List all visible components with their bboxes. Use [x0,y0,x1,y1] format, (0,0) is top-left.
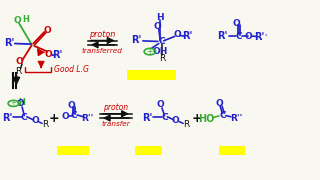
Text: C: C [219,111,226,120]
Text: +: + [192,112,202,125]
Text: H: H [156,13,164,22]
Text: transfer: transfer [101,122,130,127]
Bar [219,146,244,155]
Text: R'': R'' [230,114,242,123]
Text: C: C [236,32,243,41]
Text: O: O [43,26,51,35]
Text: O: O [68,101,75,110]
Text: proton: proton [89,30,116,39]
Text: O: O [13,16,21,25]
Text: O: O [61,112,69,121]
Text: R': R' [52,50,62,60]
Text: R': R' [142,113,153,123]
Text: R': R' [2,113,12,123]
Text: O: O [16,57,24,66]
Text: C: C [71,111,77,120]
Text: proton: proton [103,103,128,112]
Text: O: O [245,32,252,41]
Text: R': R' [182,31,193,41]
Text: O: O [215,98,223,107]
Text: O: O [233,19,241,28]
Text: O: O [31,116,39,125]
Text: C: C [21,113,28,122]
Bar [57,146,89,155]
Text: R: R [42,120,48,129]
Text: R: R [183,120,189,129]
Text: O: O [172,116,180,125]
Text: O: O [156,100,164,109]
Text: O: O [44,50,52,59]
Text: O: O [174,30,182,39]
Text: R': R' [217,31,228,40]
Bar [135,146,162,155]
Text: C: C [159,37,165,46]
Text: C: C [161,113,168,122]
Text: R: R [15,67,21,76]
Text: O: O [17,99,24,108]
Text: R'': R'' [81,114,93,123]
Text: H: H [18,98,25,107]
Text: +: + [11,100,16,106]
Bar [127,70,176,80]
Text: O: O [153,22,161,31]
Text: transferred: transferred [81,48,122,54]
Text: H: H [22,15,29,24]
Text: Good L.G: Good L.G [54,65,89,74]
Text: HO: HO [198,114,215,124]
Text: R': R' [4,38,14,48]
Text: ': ' [264,34,267,43]
Text: R': R' [131,35,142,45]
Text: R': R' [254,32,265,42]
Text: +: + [147,47,153,56]
Text: OH: OH [153,47,168,56]
Text: +: + [49,112,59,125]
Text: R: R [159,54,165,63]
